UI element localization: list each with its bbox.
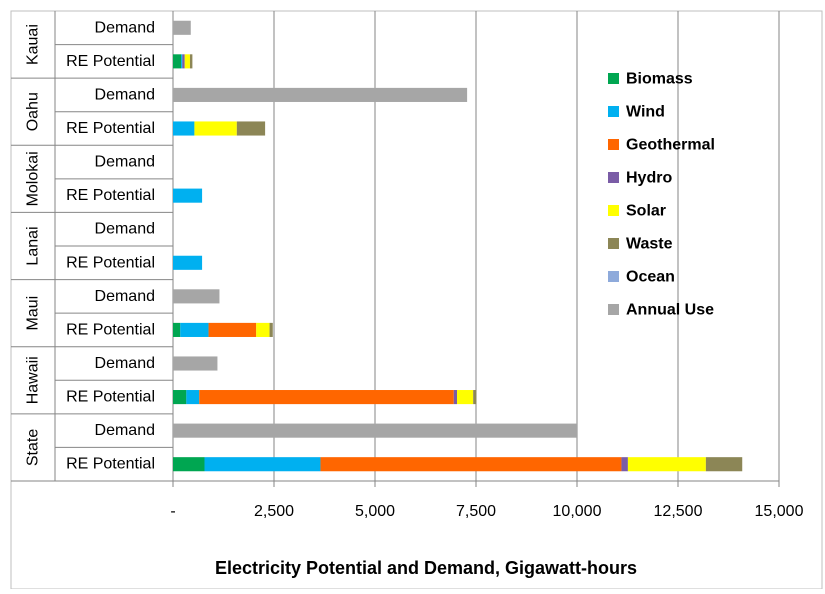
x-tick-label: 15,000	[755, 503, 804, 520]
legend-label: Ocean	[626, 269, 675, 286]
bar-solar	[194, 121, 237, 136]
legend-label: Biomass	[626, 71, 693, 88]
x-tick-label: -	[170, 503, 175, 520]
legend-label: Annual Use	[626, 302, 714, 319]
group-label: Hawaii	[25, 356, 42, 404]
x-tick-label: 2,500	[254, 503, 294, 520]
legend-label: Wind	[626, 104, 665, 121]
x-tick-label: 12,500	[654, 503, 703, 520]
legend-swatch	[608, 238, 619, 249]
row-label: RE Potential	[66, 120, 155, 137]
bar-wind	[173, 121, 195, 136]
bar-waste	[705, 457, 743, 472]
legend-label: Hydro	[626, 170, 672, 187]
legend-label: Waste	[626, 236, 673, 253]
x-tick-label: 7,500	[456, 503, 496, 520]
legend-swatch	[608, 73, 619, 84]
row-label: Demand	[95, 19, 155, 36]
bar-wind	[181, 54, 183, 69]
row-label: RE Potential	[66, 321, 155, 338]
bar-geothermal	[208, 322, 257, 337]
legend-swatch	[608, 139, 619, 150]
bar-biomass	[173, 54, 182, 69]
row-label: Demand	[95, 154, 155, 171]
bar-waste	[473, 390, 477, 405]
row-label: RE Potential	[66, 389, 155, 406]
row-label: Demand	[95, 288, 155, 305]
group-label: Molokai	[25, 151, 42, 206]
bar-hydro	[453, 390, 458, 405]
bar-annual-use	[173, 20, 191, 35]
row-label: Demand	[95, 355, 155, 372]
legend: Biomass Wind Geothermal Hydro Solar Waste Ocea…	[608, 71, 715, 319]
bar-solar	[627, 457, 706, 472]
bar-annual-use	[173, 356, 218, 371]
bar-solar	[256, 322, 270, 337]
bar-wind	[173, 255, 203, 270]
row-label: Demand	[95, 422, 155, 439]
row-label: RE Potential	[66, 187, 155, 204]
group-label: State	[25, 429, 42, 466]
bar-wind	[204, 457, 321, 472]
chart-border	[10, 10, 823, 590]
bar-biomass	[173, 390, 187, 405]
legend-swatch	[608, 106, 619, 117]
legend-swatch	[608, 205, 619, 216]
bar-waste	[269, 322, 273, 337]
bar-geothermal	[320, 457, 622, 472]
row-label: RE Potential	[66, 53, 155, 70]
row-label: RE Potential	[66, 456, 155, 473]
legend-swatch	[608, 271, 619, 282]
group-label: Maui	[25, 296, 42, 331]
bar-annual-use	[173, 87, 468, 102]
bar-hydro	[621, 457, 628, 472]
bar-hydro	[182, 54, 185, 69]
group-label: Oahu	[25, 92, 42, 131]
row-label: Demand	[95, 86, 155, 103]
bar-biomass	[173, 322, 181, 337]
x-axis-title: Electricity Potential and Demand, Gigawa…	[215, 558, 637, 578]
row-label: RE Potential	[66, 254, 155, 271]
legend-swatch	[608, 304, 619, 315]
bar-wind	[180, 322, 209, 337]
row-label: Demand	[95, 221, 155, 238]
bar-waste	[236, 121, 266, 136]
bar-annual-use	[173, 423, 577, 438]
x-axis: - 2,500 5,000 7,500 10,000 12,500 15,000	[170, 480, 804, 520]
x-tick-label: 10,000	[553, 503, 602, 520]
bar-waste	[189, 54, 193, 69]
bar-solar	[184, 54, 190, 69]
legend-label: Solar	[626, 203, 666, 220]
bar-geothermal	[199, 390, 454, 405]
legend-swatch	[608, 172, 619, 183]
legend-label: Geothermal	[626, 137, 715, 154]
bar-solar	[457, 390, 474, 405]
bar-biomass	[173, 457, 205, 472]
bar-annual-use	[173, 289, 220, 304]
x-tick-label: 5,000	[355, 503, 395, 520]
group-label: Lanai	[25, 226, 42, 265]
bar-wind	[186, 390, 200, 405]
bar-wind	[173, 188, 203, 203]
bars	[173, 20, 743, 472]
group-label: Kauai	[25, 24, 42, 65]
category-labels: Kauai Demand RE Potential Oahu Demand RE Pote…	[11, 11, 174, 482]
